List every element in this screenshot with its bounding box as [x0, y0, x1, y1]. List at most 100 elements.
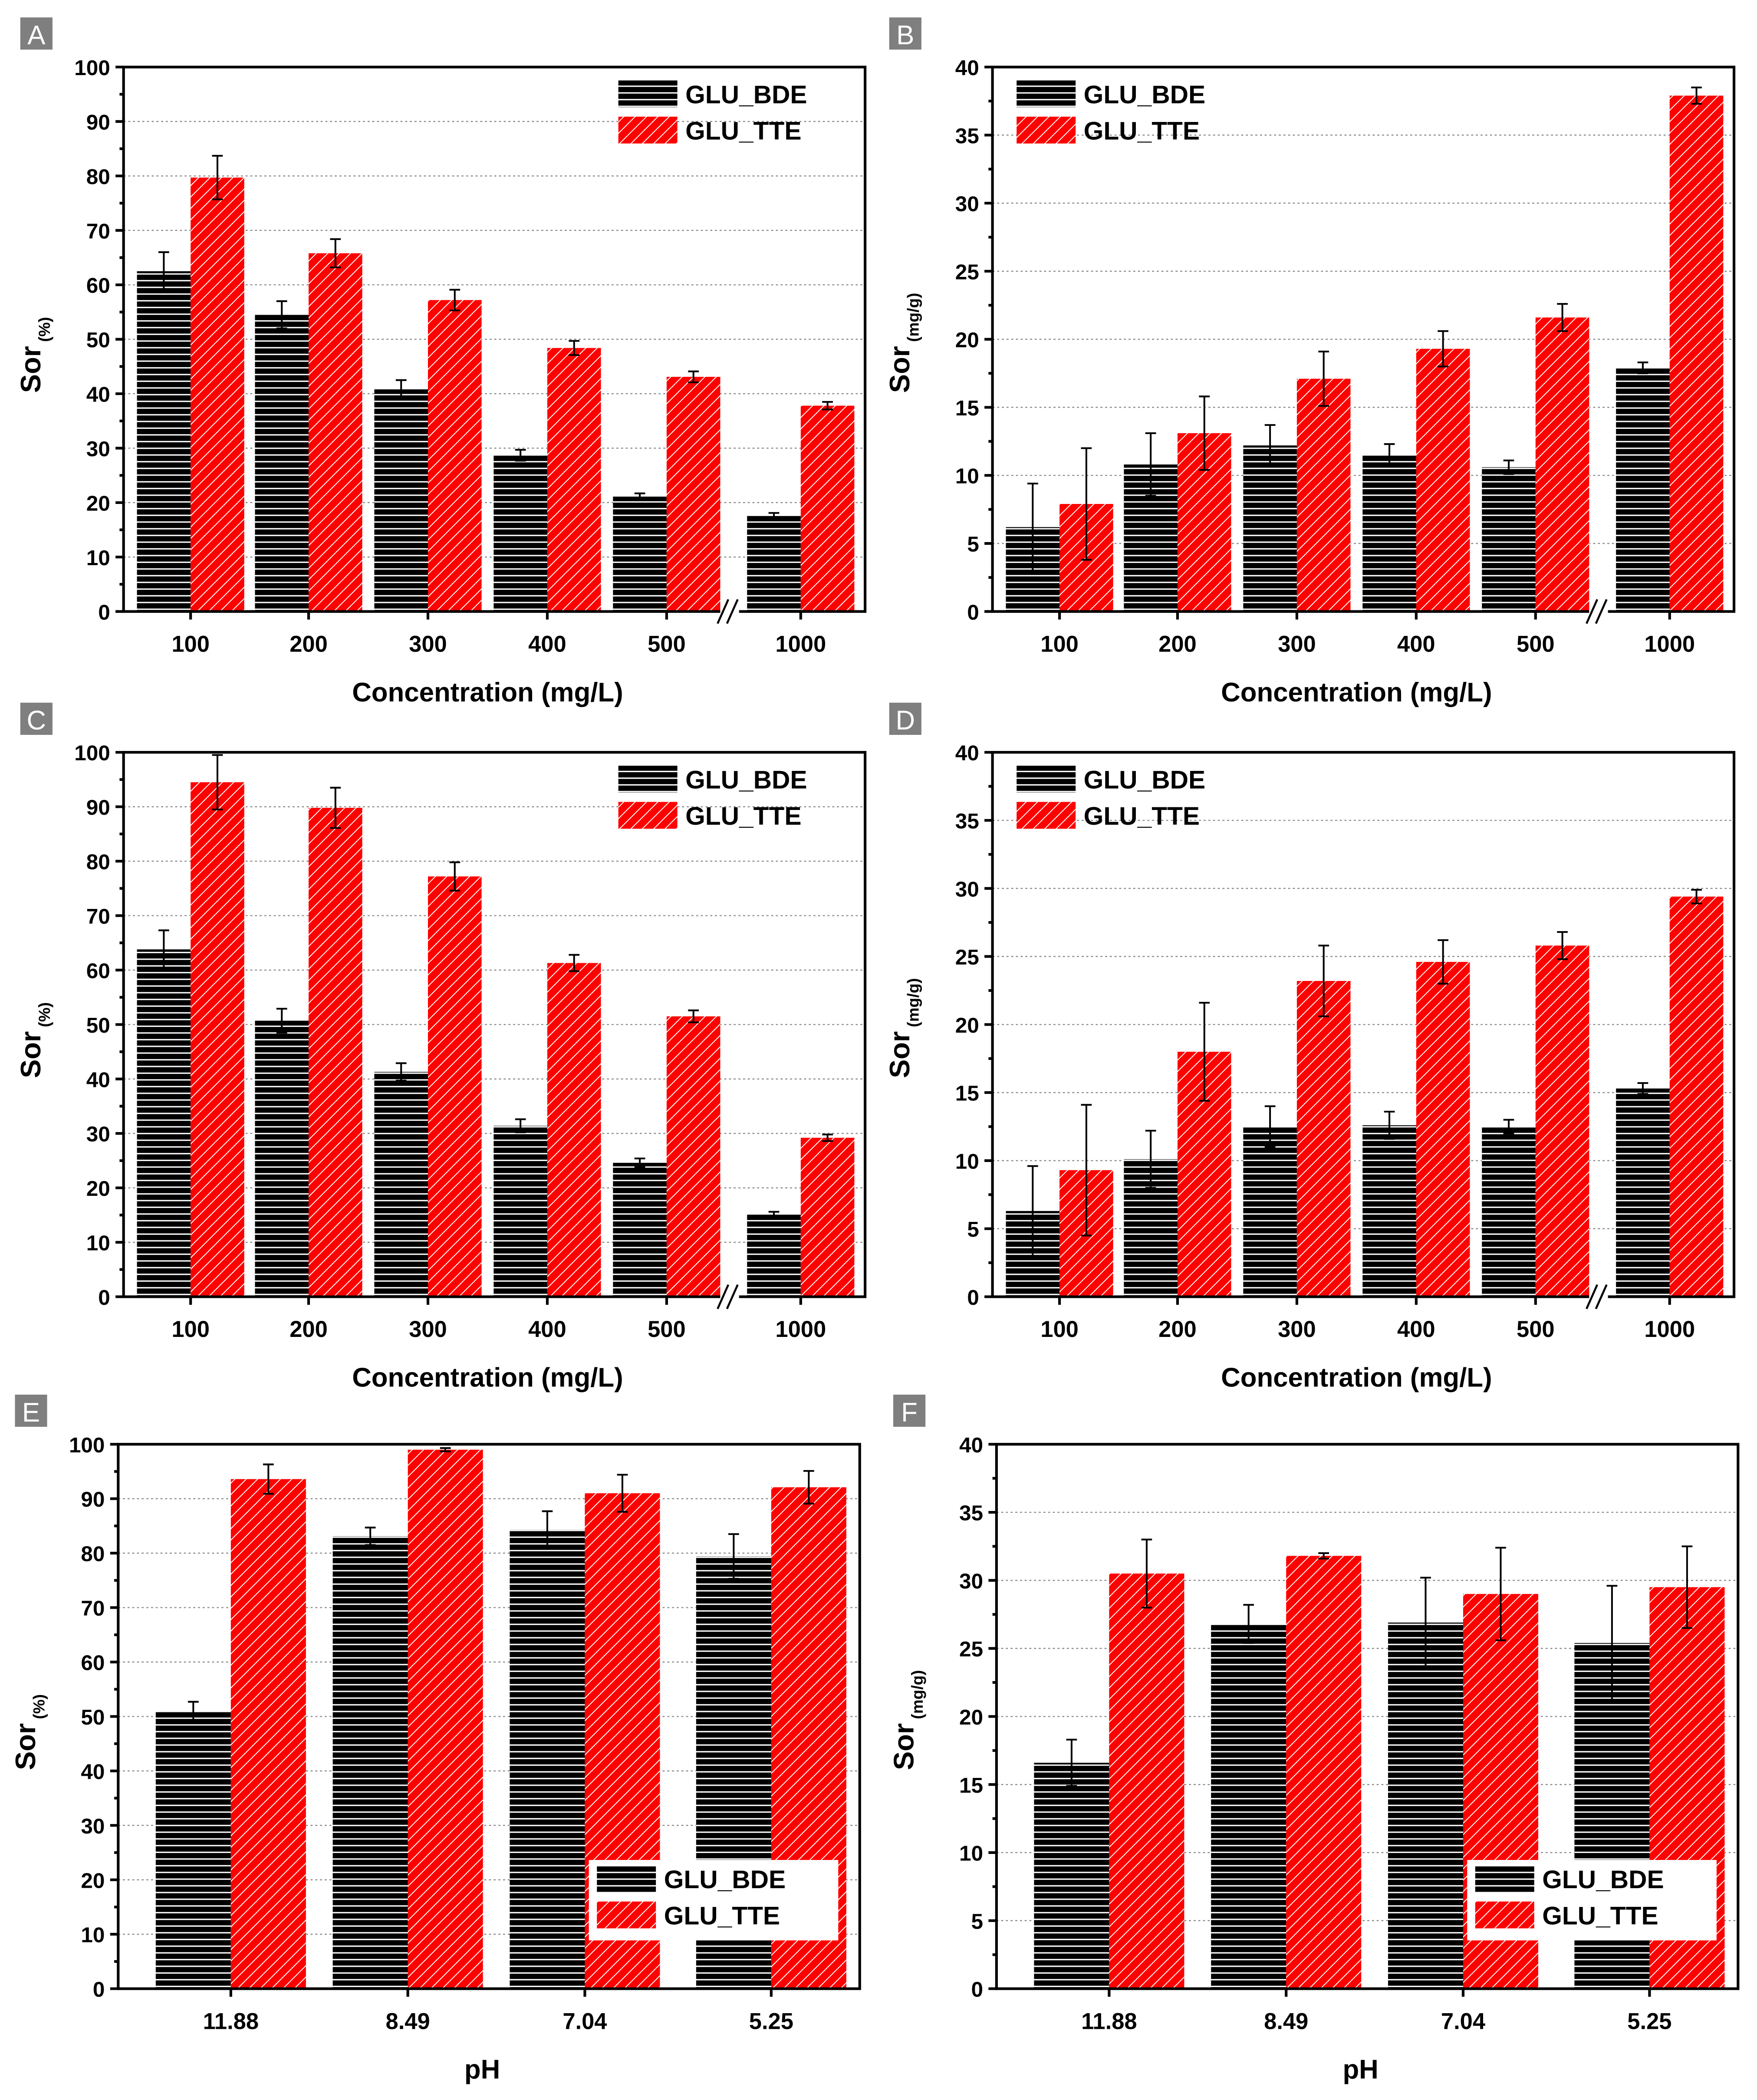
y-tick-label: 0 [93, 1978, 105, 2001]
bar-glu_tte-8.49 [408, 1449, 483, 1989]
x-tick-label: 8.49 [1264, 2008, 1308, 2034]
error-bar [1318, 1552, 1329, 1560]
plot-frame [122, 751, 867, 1298]
bar-glu_bde-8.49 [1211, 1624, 1286, 1989]
panel-label: B [896, 20, 914, 50]
error-bar [330, 787, 341, 829]
legend-label: GLU_TTE [685, 802, 801, 830]
plot-frame [995, 1443, 1740, 1990]
legend-label: GLU_BDE [1084, 81, 1205, 109]
error-bar [617, 1474, 628, 1513]
legend-swatch-glu_tte [618, 116, 678, 144]
bar-glu_tte-200 [309, 808, 362, 1297]
y-tick-label: 10 [955, 1149, 979, 1173]
error-bar [1637, 1082, 1648, 1095]
y-tick-label: 60 [86, 959, 110, 983]
bar-glu_bde-400 [1362, 1125, 1416, 1297]
y-tick-label: 25 [955, 945, 979, 969]
x-tick-label: 1000 [1644, 1317, 1695, 1342]
x-axis-title: Concentration (mg/L) [1221, 678, 1492, 708]
error-bar [688, 1009, 699, 1024]
x-tick-label: 5.25 [749, 2008, 793, 2034]
y-axis-title-subscript: (mg/g) [904, 978, 922, 1027]
chart-panel-b: B 0 5 10 15 20 25 30 35 40 100 200 300 400 500 1000 Conc… [884, 17, 1736, 708]
error-bar [1243, 1604, 1254, 1644]
error-bar [1503, 459, 1514, 475]
error-bar [365, 1527, 376, 1546]
error-bar [1264, 424, 1276, 467]
bar-glu_tte-100 [191, 782, 244, 1297]
axis-break-gap [720, 1293, 739, 1301]
error-bar [634, 1157, 645, 1168]
x-tick-label: 100 [1040, 1317, 1079, 1342]
bar-glu_bde-100 [137, 271, 191, 612]
chart-panel-d: D 0 5 10 15 20 25 30 35 40 100 200 300 400 500 1000 Conc… [884, 702, 1736, 1392]
x-tick-label: 300 [1278, 1317, 1316, 1342]
y-tick-label: 20 [959, 1705, 983, 1729]
error-bar [768, 1211, 780, 1218]
bar-glu_tte-11.88 [1109, 1573, 1184, 1989]
y-tick-label: 5 [967, 533, 979, 556]
x-tick-label: 500 [648, 1317, 686, 1342]
axis-break-gap [720, 607, 739, 616]
error-bar [1557, 931, 1568, 960]
bar-glu_bde-7.04 [510, 1530, 585, 1989]
panel-label: C [27, 706, 46, 736]
x-tick-label: 400 [528, 631, 566, 657]
y-tick-label: 50 [86, 1014, 110, 1037]
x-tick-label: 400 [528, 1317, 566, 1342]
error-bar [1145, 432, 1156, 497]
error-bar [1438, 330, 1448, 368]
error-bar [1495, 1547, 1506, 1641]
error-bar [803, 1470, 814, 1505]
y-tick-label: 10 [959, 1842, 983, 1866]
axis-break-mark [717, 1284, 730, 1310]
legend-swatch-glu_tte [1017, 802, 1076, 829]
y-tick-label: 25 [955, 260, 979, 284]
bar-glu_bde-400 [1362, 455, 1416, 612]
error-bar [728, 1533, 739, 1580]
y-tick-label: 90 [86, 796, 110, 820]
y-tick-label: 70 [81, 1596, 105, 1620]
chart-panel-a: A 0 10 20 30 40 50 60 70 80 90 100 100 200 300 400 500 10… [15, 17, 867, 708]
error-bar [395, 1062, 407, 1082]
y-tick-label: 60 [81, 1651, 105, 1675]
y-tick-label: 60 [86, 274, 110, 298]
bar-glu_bde-200 [255, 315, 309, 612]
error-bar [1637, 361, 1648, 375]
panel-label-box [893, 1394, 926, 1427]
y-axis-title: Sor (%) [15, 317, 53, 393]
y-axis-title-main: Sor [15, 1031, 46, 1078]
bar-glu_bde-11.88 [155, 1711, 231, 1989]
y-tick-label: 20 [955, 328, 979, 352]
legend: GLU_BDE GLU_TTE [618, 80, 807, 145]
error-bar [1557, 303, 1568, 332]
x-tick-label: 7.04 [563, 2008, 607, 2034]
y-tick-label: 35 [955, 809, 979, 833]
y-tick-label: 15 [955, 1082, 979, 1106]
error-bar [1141, 1538, 1152, 1609]
bar-glu_bde-500 [1482, 1126, 1536, 1297]
bar-glu_bde-100 [137, 949, 191, 1297]
x-tick-label: 200 [290, 631, 328, 657]
bar-glu_tte-300 [428, 876, 482, 1297]
y-tick-label: 5 [971, 1909, 983, 1933]
bar-glu_bde-1000 [1616, 368, 1670, 612]
error-bar [1681, 1545, 1693, 1629]
error-bar [263, 1463, 274, 1495]
y-axis-title-main: Sor [15, 346, 46, 393]
bar-glu_bde-1000 [747, 1215, 801, 1297]
error-bar [1027, 1165, 1038, 1257]
legend-label: GLU_TTE [664, 1902, 780, 1930]
bar-glu_bde-400 [494, 455, 547, 612]
y-tick-label: 30 [955, 877, 979, 901]
error-bar [1066, 1738, 1077, 1787]
legend-label: GLU_TTE [1084, 802, 1200, 830]
legend-swatch-glu_tte [597, 1901, 656, 1929]
x-tick-label: 100 [1040, 631, 1079, 657]
y-tick-label: 25 [959, 1637, 983, 1661]
y-tick-label: 100 [74, 741, 110, 765]
x-tick-label: 11.88 [1081, 2008, 1137, 2034]
y-axis-title-main: Sor [888, 1723, 919, 1770]
y-tick-label: 5 [967, 1218, 979, 1241]
